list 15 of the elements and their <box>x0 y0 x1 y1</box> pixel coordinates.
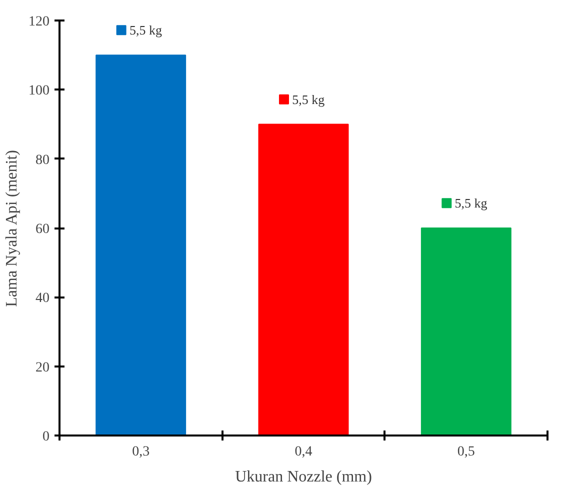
y-axis-title: Lama Nyala Api (menit) <box>4 150 20 307</box>
y-tick-label: 100 <box>28 84 50 99</box>
y-tick-label: 80 <box>36 152 50 168</box>
y-tick-label: 20 <box>36 360 50 376</box>
x-tick-label: 0,5 <box>457 444 475 460</box>
legend-label: 5,5 kg <box>454 196 488 211</box>
y-tick-label: 40 <box>36 291 50 306</box>
legend-label: 5,5 kg <box>292 92 326 107</box>
y-tick-label: 0 <box>42 430 50 444</box>
x-tick-label: 0,4 <box>294 444 312 460</box>
y-tick-label: 120 <box>28 14 50 30</box>
x-axis-title: Ukuran Nozzle (mm) <box>235 468 372 486</box>
y-tick-label: 60 <box>36 222 50 237</box>
legend-label: 5,5 kg <box>129 22 162 38</box>
x-tick-label: 0,3 <box>132 444 150 460</box>
